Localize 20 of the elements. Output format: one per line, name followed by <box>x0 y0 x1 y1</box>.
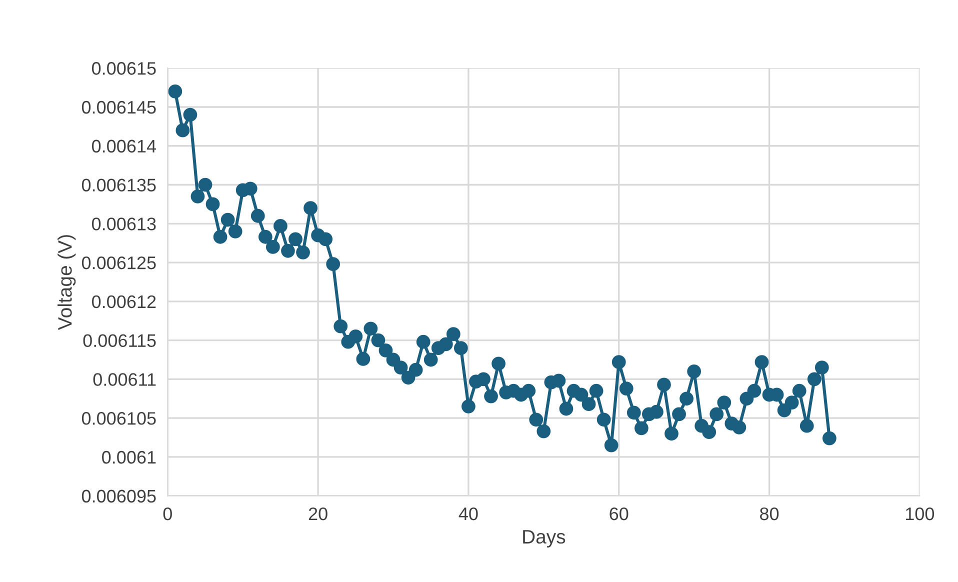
x-tick-label: 80 <box>760 507 779 520</box>
y-tick-label: 0.00613 <box>92 218 156 230</box>
y-tick-label: 0.00615 <box>92 62 156 75</box>
y-tick-label: 0.006115 <box>83 334 156 348</box>
y-tick-label: 0.006135 <box>82 178 156 192</box>
y-tick-label: 0.006095 <box>82 490 156 503</box>
y-tick-label: 0.00612 <box>92 295 156 308</box>
x-tick-label: 40 <box>458 507 478 520</box>
y-tick-label: 0.006125 <box>82 256 156 270</box>
y-tick-label: 0.00614 <box>92 140 156 153</box>
y-tick-label: 0.0061 <box>102 450 156 464</box>
y-tick-label: 0.00611 <box>93 373 156 386</box>
y-tick-label: 0.006145 <box>82 100 156 114</box>
x-tick-label: 0 <box>163 507 172 520</box>
x-tick-label: 60 <box>610 507 628 520</box>
x-tick-label: 20 <box>308 507 328 520</box>
x-tick-label: 100 <box>906 507 934 520</box>
y-tick-label: 0.006105 <box>82 412 156 425</box>
y-axis-title: Voltage (V) <box>58 235 76 330</box>
x-axis-title: Days <box>523 530 566 548</box>
